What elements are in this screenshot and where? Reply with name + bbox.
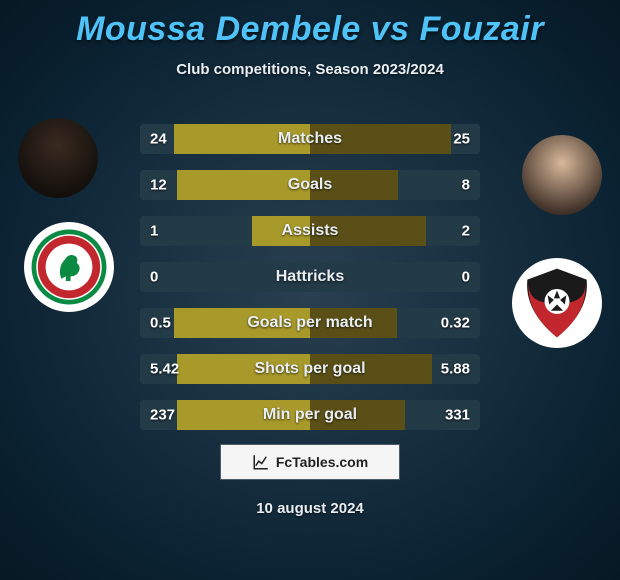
watermark: FcTables.com xyxy=(220,444,400,480)
watermark-text: FcTables.com xyxy=(276,454,368,470)
player-left-avatar xyxy=(18,118,98,198)
stat-row: 1 2 Assists xyxy=(140,216,480,246)
player-right-avatar xyxy=(522,135,602,215)
stat-row: 0.5 0.32 Goals per match xyxy=(140,308,480,338)
team-left-badge xyxy=(24,222,114,312)
stat-row: 5.42 5.88 Shots per goal xyxy=(140,354,480,384)
subtitle: Club competitions, Season 2023/2024 xyxy=(0,61,620,78)
comparison-bars: 24 25 Matches 12 8 Goals xyxy=(140,124,480,446)
stat-row: 237 331 Min per goal xyxy=(140,400,480,430)
page-title: Moussa Dembele vs Fouzair xyxy=(0,0,620,49)
date-label: 10 august 2024 xyxy=(0,500,620,517)
chart-icon xyxy=(252,453,270,471)
team-right-badge xyxy=(512,258,602,348)
stat-row: 12 8 Goals xyxy=(140,170,480,200)
stat-row: 0 0 Hattricks xyxy=(140,262,480,292)
stat-row: 24 25 Matches xyxy=(140,124,480,154)
